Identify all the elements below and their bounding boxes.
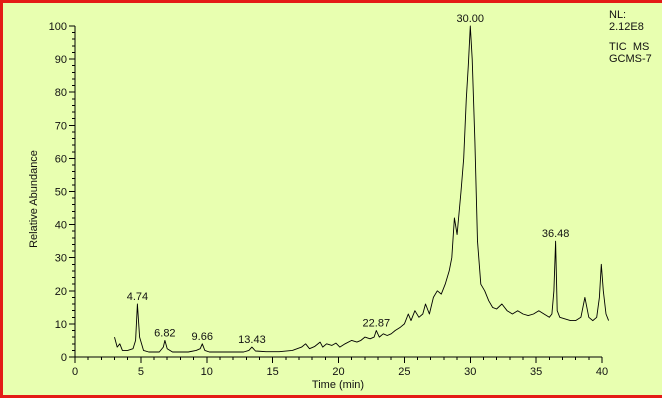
peak-label: 6.82 [154,327,175,339]
axes-group [74,26,602,358]
x-tick-label: 30 [464,366,476,378]
y-tick-label: 80 [55,87,67,99]
peak-label: 22.87 [363,318,391,330]
x-axis-title: Time (min) [312,379,364,391]
x-tick-label: 25 [398,366,410,378]
peak-label: 36.48 [542,228,570,240]
x-tick-label: 0 [72,366,78,378]
info-box: NL: 2.12E8 TIC MS GCMS-7 [609,9,652,65]
x-tick-label: 20 [332,366,344,378]
traces [114,25,610,353]
y-tick-label: 40 [55,220,67,232]
y-tick-label: 20 [55,286,67,298]
x-ticks: 0 5 10 15 20 25 30 35 40 [72,357,608,378]
y-tick-label: 30 [55,253,67,265]
peak-labels: 4.74 6.82 9.66 13.43 22.87 30.00 36.48 [127,13,570,346]
tic-trace-line [114,25,610,353]
x-tick-label: 5 [138,366,144,378]
x-tick-label: 40 [596,366,608,378]
info-line-scan-filter: TIC MS [609,41,649,53]
x-tick-label: 35 [530,366,542,378]
info-line-instrument: GCMS-7 [609,53,652,65]
y-tick-label: 0 [61,352,67,364]
y-tick-label: 70 [55,120,67,132]
y-tick-label: 10 [55,319,67,331]
x-tick-label: 10 [201,366,213,378]
info-line-normalization: NL: [609,9,626,21]
x-tick-label: 15 [267,366,279,378]
y-tick-label: 100 [49,21,67,33]
y-tick-label: 60 [55,153,67,165]
y-ticks: 0 10 20 30 40 50 60 70 80 90 100 [49,21,75,364]
y-tick-label: 90 [55,54,67,66]
y-tick-label: 50 [55,187,67,199]
peak-label: 4.74 [127,291,148,303]
peak-label: 30.00 [456,13,484,25]
peak-label: 13.43 [238,334,266,346]
y-axis-title: Relative Abundance [28,150,40,248]
info-line-nl-value: 2.12E8 [609,21,644,33]
peak-label: 9.66 [192,331,213,343]
